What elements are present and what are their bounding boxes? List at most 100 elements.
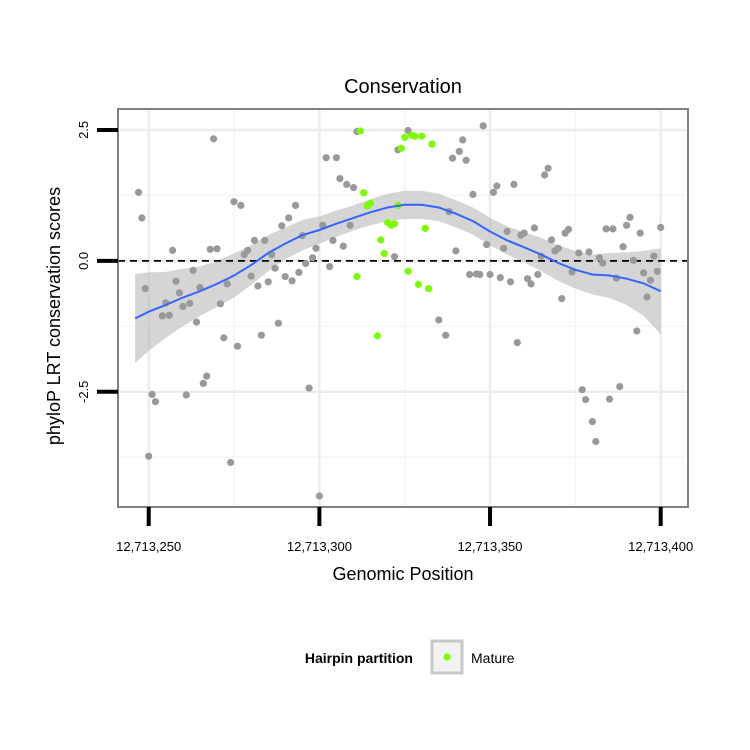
y-tick-label: -2.5 [76,381,91,403]
point-other [329,236,337,244]
x-tick-label: 12,713,350 [457,539,522,554]
point-mature [401,133,409,141]
point-other [210,135,218,143]
point-other [479,122,487,130]
point-other [295,268,303,276]
point-other [657,223,665,231]
point-other [476,270,484,279]
point-other [151,398,160,406]
point-other [182,391,190,399]
point-mature [404,267,412,275]
point-other [469,190,477,198]
point-mature [353,273,361,281]
point-other [585,248,593,256]
point-other [148,390,156,398]
point-other [486,270,494,279]
point-other [527,280,535,288]
point-other [309,254,317,262]
x-tick-label: 12,713,250 [116,539,181,554]
smooth-line [134,203,662,320]
point-other [261,236,269,244]
point-other [592,437,600,446]
point-other [595,254,603,262]
point-other [541,171,549,179]
point-other [483,241,491,249]
point-other [257,331,265,339]
point-other [462,156,470,164]
point-other [189,266,197,274]
point-mature [411,132,419,140]
point-other [192,318,201,326]
point-other [558,295,566,303]
point-other [179,302,187,310]
x-tick-label: 12,713,300 [287,539,352,554]
point-other [626,213,634,221]
point-other [520,229,528,237]
point-other [448,154,457,162]
point-mature [390,220,399,228]
panel-border [117,108,689,508]
point-other [530,224,539,232]
x-axis-label: Genomic Position [332,564,473,584]
point-other [459,136,467,144]
point-other [291,201,300,209]
point-mature [425,285,433,293]
point-other [288,277,296,285]
point-mature [360,189,368,197]
point-other [254,282,262,290]
point-other [390,253,399,261]
point-other [442,331,450,339]
point-mature [414,280,422,288]
point-other [326,263,334,271]
plot-area [117,108,689,508]
point-other [305,384,313,392]
point-mature [380,249,388,258]
point-other [633,327,641,335]
point-other [302,259,310,268]
point-other [145,452,153,460]
point-other [175,289,183,297]
legend-title: Hairpin partition [305,650,413,666]
point-other [643,293,651,301]
point-other [650,252,658,260]
y-tick-label: 2.5 [76,121,91,139]
y-tick-label: 0.0 [76,252,91,270]
point-other [599,259,607,267]
point-other [646,276,655,284]
point-other [346,221,354,229]
point-other [220,334,228,342]
chart-title: Conservation [344,76,462,98]
x-tick-label: 12,713,400 [628,539,693,554]
point-other [169,246,177,254]
point-other [544,164,552,172]
point-other [312,244,320,252]
point-other [237,201,245,209]
point-other [199,379,207,387]
point-other [564,225,573,233]
point-other [250,236,259,244]
point-other [493,182,501,190]
point-mature [421,224,429,232]
point-other [223,280,231,288]
point-mature [418,132,426,140]
point-other [489,188,497,196]
point-other [503,227,511,236]
point-other [582,396,590,404]
point-other [244,246,252,254]
point-other [653,267,661,275]
point-other [203,372,211,380]
point-other [206,245,214,253]
point-other [332,154,340,162]
point-other [623,221,631,229]
point-other [602,225,610,233]
point-mature [377,236,385,244]
point-other [343,180,351,188]
point-other [513,339,521,347]
point-other [230,198,238,206]
point-other [271,264,279,272]
point-other [466,270,474,279]
point-other [274,319,282,327]
point-other [278,222,286,230]
point-other [138,214,146,222]
